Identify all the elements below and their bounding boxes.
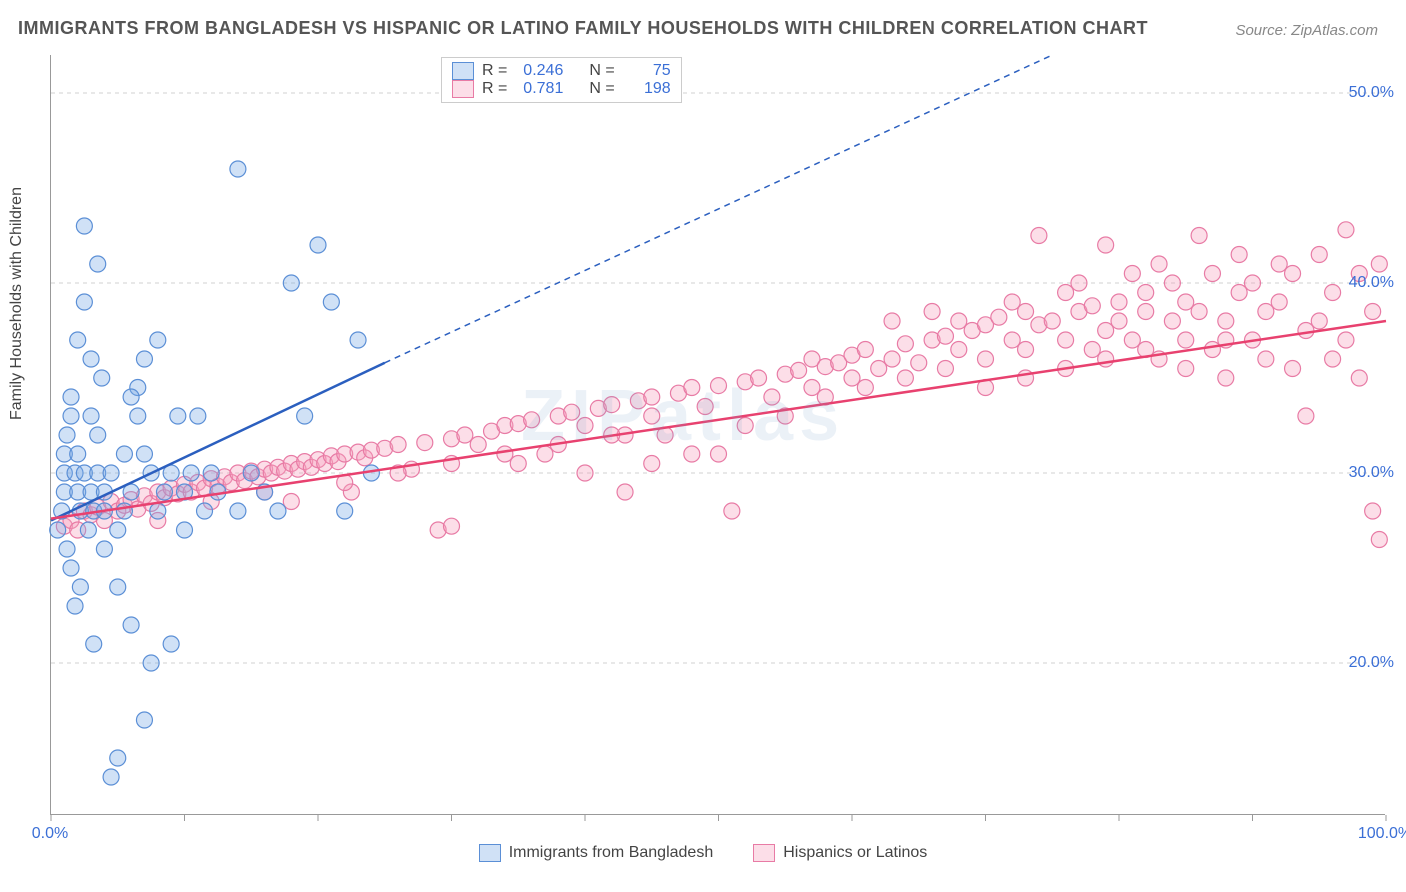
legend-stats-row: R = 0.246 N = 75: [452, 62, 671, 80]
plot-area: ZIPatlas R = 0.246 N = 75 R = 0.781 N = …: [50, 55, 1385, 815]
legend-swatch-blue: [452, 62, 474, 80]
r-value: 0.246: [515, 62, 563, 80]
legend-stats: R = 0.246 N = 75 R = 0.781 N = 198: [441, 57, 682, 103]
legend-label: Immigrants from Bangladesh: [509, 844, 714, 862]
n-label: N =: [589, 80, 614, 98]
scatter-chart: [51, 55, 1386, 815]
legend-label: Hispanics or Latinos: [783, 844, 927, 862]
legend-item: Hispanics or Latinos: [753, 844, 927, 862]
r-value: 0.781: [515, 80, 563, 98]
x-tick-label: 0.0%: [32, 825, 68, 843]
chart-title: IMMIGRANTS FROM BANGLADESH VS HISPANIC O…: [18, 18, 1148, 39]
r-label: R =: [482, 62, 507, 80]
x-tick-label: 100.0%: [1358, 825, 1406, 843]
y-tick-label: 40.0%: [1349, 274, 1394, 292]
legend-swatch-pink: [753, 844, 775, 862]
legend-series: Immigrants from Bangladesh Hispanics or …: [0, 844, 1406, 862]
y-axis-label: Family Households with Children: [8, 187, 26, 420]
y-tick-label: 30.0%: [1349, 464, 1394, 482]
r-label: R =: [482, 80, 507, 98]
y-tick-label: 50.0%: [1349, 84, 1394, 102]
source-credit: Source: ZipAtlas.com: [1235, 22, 1378, 39]
legend-stats-row: R = 0.781 N = 198: [452, 80, 671, 98]
legend-swatch-blue: [479, 844, 501, 862]
n-label: N =: [589, 62, 614, 80]
y-tick-label: 20.0%: [1349, 654, 1394, 672]
n-value: 198: [623, 80, 671, 98]
legend-swatch-pink: [452, 80, 474, 98]
legend-item: Immigrants from Bangladesh: [479, 844, 714, 862]
n-value: 75: [623, 62, 671, 80]
